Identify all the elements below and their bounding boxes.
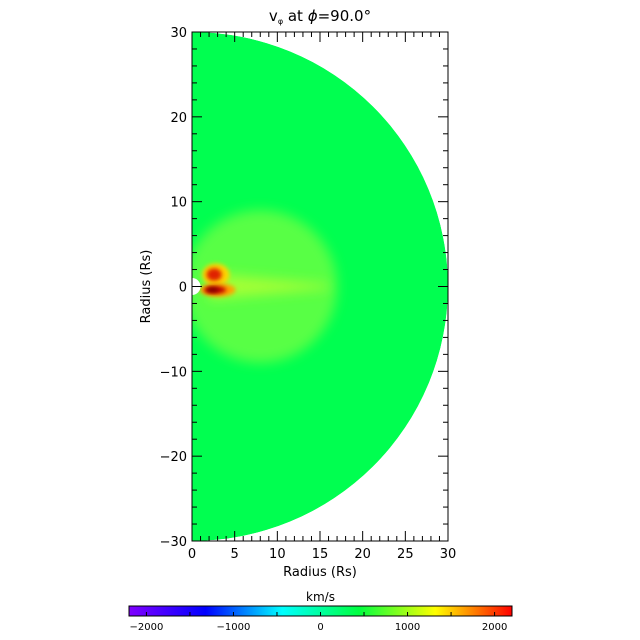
x-tick-label: 15 [312, 547, 329, 562]
y-tick-label: 20 [170, 111, 187, 126]
heatmap-field [192, 32, 448, 541]
lobe-upper [206, 268, 222, 281]
colorbar-tick-label: −2000 [129, 622, 163, 633]
x-tick-label: 25 [397, 547, 414, 562]
y-axis-label: Radius (Rs) [139, 250, 154, 324]
colorbar-ticks: −2000 −1000 0 1000 2000 [129, 612, 507, 633]
y-tick-label: −30 [160, 535, 187, 550]
y-tick-label: 10 [170, 196, 187, 211]
colorbar-tick-label: −1000 [217, 622, 251, 633]
colorbar-tick-label: 2000 [482, 622, 507, 633]
y-tick-label: 0 [179, 281, 187, 296]
colorbar-tick-label: 1000 [395, 622, 420, 633]
x-tick-label: 30 [440, 547, 457, 562]
x-axis-label: Radius (Rs) [283, 565, 357, 580]
colorbar-tick-label: 0 [317, 622, 323, 633]
lobe-lower-core [206, 287, 219, 293]
x-tick-label: 20 [354, 547, 371, 562]
y-tick-label: −20 [160, 450, 187, 465]
y-tick-label: 30 [170, 26, 187, 41]
velocity-streak [209, 273, 329, 300]
x-tick-label: 0 [188, 547, 196, 562]
x-tick-label: 10 [269, 547, 286, 562]
colorbar-label: km/s [306, 590, 335, 604]
y-tick-label: −10 [160, 365, 187, 380]
tick-layer: 0 5 10 15 20 25 30 −30 −20 −10 0 10 20 30 [160, 26, 457, 562]
chart-title: vφ at ϕ=90.0° [269, 7, 371, 26]
title-subscript: φ [278, 17, 283, 26]
x-tick-label: 5 [231, 547, 239, 562]
